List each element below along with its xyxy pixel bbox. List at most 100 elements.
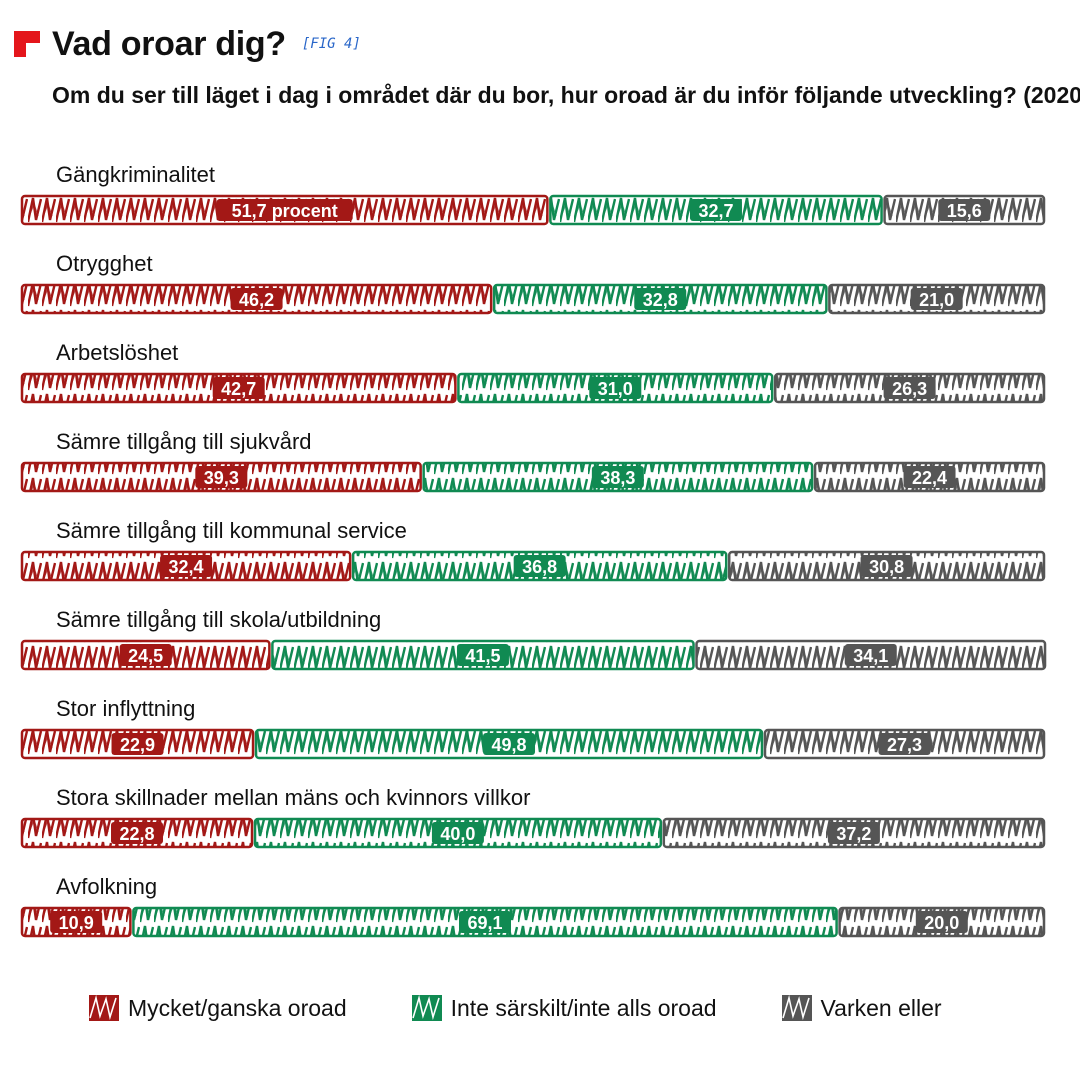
bar-segment: 20,0 — [838, 906, 1046, 938]
data-label-bg — [689, 199, 742, 221]
data-label: 34,1 — [853, 646, 888, 666]
legend-swatch-gray-icon — [781, 994, 812, 1021]
data-label: 10,9 — [59, 913, 94, 933]
stacked-bar-chart: Gängkriminalitet 51,7 procent 32,7 15,6 Otry… — [20, 162, 1047, 938]
data-label-bg — [431, 822, 484, 844]
legend-swatch-green-icon — [411, 994, 442, 1021]
data-label-bg — [216, 199, 353, 221]
data-label-bg — [513, 555, 566, 577]
data-label: 30,8 — [869, 557, 904, 577]
bar-segment: 37,2 — [662, 817, 1046, 849]
chart-title: Vad oroar dig? — [52, 24, 286, 63]
legend-label: Varken eller — [820, 994, 942, 1021]
data-label-bg — [212, 377, 265, 399]
legend-label: Inte särskilt/inte alls oroad — [450, 994, 717, 1021]
data-label: 42,7 — [221, 379, 256, 399]
bar-segment: 21,0 — [828, 283, 1046, 315]
legend-item-inte-oroad: Inte särskilt/inte alls oroad — [411, 994, 717, 1022]
data-label: 21,0 — [919, 290, 954, 310]
data-label: 20,0 — [924, 913, 959, 933]
bar-segment: 22,8 — [20, 817, 254, 849]
bar-segment: 42,7 — [20, 372, 457, 404]
data-label: 38,3 — [600, 468, 635, 488]
data-label: 27,3 — [887, 735, 922, 755]
header: Vad oroar dig? [FIG 4] — [14, 22, 361, 66]
bar-segment: 69,1 — [132, 906, 838, 938]
data-label-bg — [827, 822, 880, 844]
legend: Mycket/ganska oroad Inte särskilt/inte a… — [88, 994, 1006, 1022]
bar-segment: 32,7 — [549, 194, 883, 226]
bar-segment: 49,8 — [254, 728, 764, 760]
legend-swatch-red-icon — [89, 994, 119, 1021]
data-label-bg — [915, 911, 968, 933]
category-label: Sämre tillgång till sjukvård — [56, 429, 312, 454]
data-label-bg — [903, 466, 956, 488]
data-label: 32,4 — [169, 557, 204, 577]
data-label: 22,8 — [119, 824, 154, 844]
bar-segment: 39,3 — [20, 461, 422, 493]
bar-segment: 32,4 — [20, 550, 352, 582]
category-label: Stora skillnader mellan mäns och kvinnor… — [56, 785, 530, 810]
bar-segment: 24,5 — [20, 639, 271, 671]
data-label-bg — [483, 733, 536, 755]
data-label-bg — [160, 555, 213, 577]
bar-segment: 30,8 — [727, 550, 1046, 582]
category-label: Stor inflyttning — [56, 696, 195, 721]
data-label: 41,5 — [465, 646, 500, 666]
data-label-bg — [634, 288, 687, 310]
category-label: Sämre tillgång till skola/utbildning — [56, 607, 381, 632]
legend-label: Mycket/ganska oroad — [128, 994, 347, 1021]
data-label-bg — [938, 199, 991, 221]
data-label: 39,3 — [204, 468, 239, 488]
data-label-bg — [111, 822, 164, 844]
data-label: 31,0 — [598, 379, 633, 399]
brand-logo-icon — [14, 31, 40, 57]
data-label-bg — [883, 377, 936, 399]
data-label-bg — [878, 733, 931, 755]
data-label-bg — [860, 555, 913, 577]
bar-segment: 31,0 — [457, 372, 774, 404]
data-label: 22,9 — [120, 735, 155, 755]
data-label-bg — [458, 911, 511, 933]
data-label: 32,7 — [698, 201, 733, 221]
data-label: 24,5 — [128, 646, 163, 666]
data-label-bg — [589, 377, 642, 399]
category-label: Avfolkning — [56, 874, 157, 899]
data-label: 40,0 — [440, 824, 475, 844]
figure-tag: [FIG 4] — [301, 36, 361, 52]
bar-segment: 34,1 — [695, 639, 1047, 671]
data-label-bg — [230, 288, 283, 310]
bar-segment: 40,0 — [253, 817, 663, 849]
category-label: Arbetslöshet — [56, 340, 178, 365]
bar-segment: 27,3 — [763, 728, 1046, 760]
data-label-bg — [195, 466, 248, 488]
data-label-bg — [844, 644, 897, 666]
data-label: 32,8 — [643, 290, 678, 310]
data-label: 49,8 — [491, 735, 526, 755]
data-label: 15,6 — [947, 201, 982, 221]
category-label: Sämre tillgång till kommunal service — [56, 518, 407, 543]
legend-item-mycket-ganska-oroad: Mycket/ganska oroad — [88, 994, 347, 1022]
data-label: 37,2 — [836, 824, 871, 844]
data-label-bg — [119, 644, 172, 666]
data-label: 26,3 — [892, 379, 927, 399]
category-label: Otrygghet — [56, 251, 153, 276]
bar-segment: 41,5 — [271, 639, 695, 671]
bar-segment: 22,9 — [20, 728, 255, 760]
data-label: 22,4 — [912, 468, 947, 488]
legend-item-varken-eller: Varken eller — [781, 994, 942, 1022]
data-label: 36,8 — [522, 557, 557, 577]
bar-segment: 22,4 — [813, 461, 1046, 493]
bar-segment: 15,6 — [883, 194, 1046, 226]
data-label: 69,1 — [467, 913, 502, 933]
bar-segment: 10,9 — [20, 906, 132, 938]
chart-subtitle: Om du ser till läget i dag i området där… — [52, 82, 1080, 108]
bar-segment: 36,8 — [351, 550, 728, 582]
bar-segment: 32,8 — [492, 283, 828, 315]
bar-segment: 38,3 — [422, 461, 814, 493]
data-label-bg — [910, 288, 963, 310]
data-label-bg — [591, 466, 644, 488]
data-label-bg — [111, 733, 164, 755]
bar-segment: 46,2 — [20, 283, 493, 315]
category-label: Gängkriminalitet — [56, 162, 215, 187]
